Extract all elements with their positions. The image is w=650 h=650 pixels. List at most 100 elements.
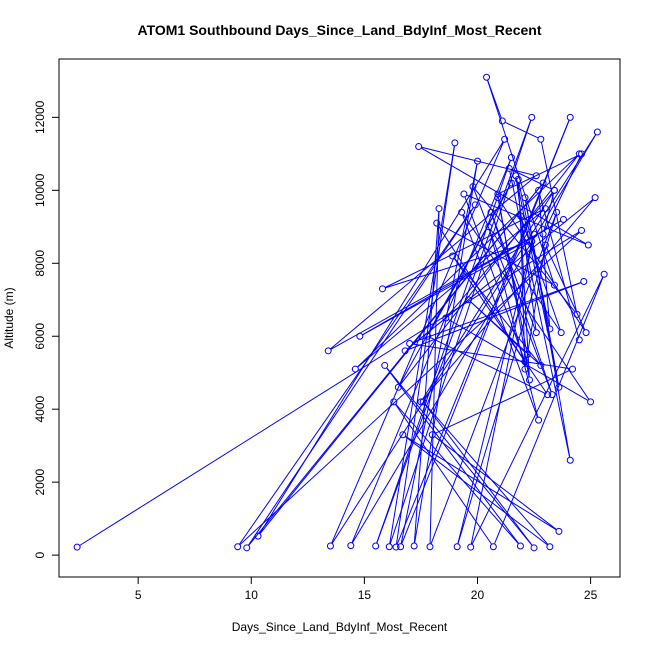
series-segment (399, 155, 578, 386)
y-tick-label: 10000 (33, 173, 47, 207)
data-point (555, 383, 563, 391)
data-point (578, 226, 586, 234)
data-point (582, 329, 590, 337)
series-segment (524, 247, 546, 367)
series-segment (439, 224, 552, 285)
y-tick-label: 0 (33, 551, 47, 558)
data-point (483, 73, 491, 81)
x-tick-label: 20 (471, 588, 485, 602)
data-point (575, 336, 583, 344)
series-segment (331, 141, 504, 544)
data-point (392, 543, 400, 551)
data-point (471, 201, 479, 209)
data-point (347, 542, 355, 550)
data-point (537, 135, 545, 143)
data-point (415, 143, 423, 151)
series-segment (500, 154, 580, 194)
data-point (526, 376, 534, 384)
data-point (494, 194, 502, 202)
series-segment (543, 193, 555, 232)
data-point (544, 391, 552, 399)
data-point (516, 212, 524, 220)
plot-frame (58, 58, 621, 578)
data-point (243, 544, 251, 552)
series-segment (357, 210, 544, 368)
data-point (521, 358, 529, 366)
data-point (424, 332, 432, 340)
y-axis-label: Altitude (m) (2, 287, 16, 348)
data-point (568, 365, 576, 373)
data-point (385, 543, 393, 551)
data-point (600, 270, 608, 278)
data-point (541, 205, 549, 213)
data-point (324, 347, 332, 355)
data-point (541, 241, 549, 249)
data-point (451, 139, 459, 147)
series-segment (473, 189, 552, 392)
data-point (507, 179, 515, 187)
data-point (469, 183, 477, 191)
data-point (426, 543, 434, 551)
y-tick-label: 2000 (33, 468, 47, 495)
series-segment (248, 207, 474, 546)
data-point (578, 150, 586, 158)
data-point (521, 365, 529, 373)
data-point (460, 190, 468, 198)
data-point (555, 527, 563, 535)
data-point (535, 416, 543, 424)
data-point (537, 361, 545, 369)
y-tick-label: 6000 (33, 323, 47, 350)
series-segment (330, 220, 562, 350)
data-point (406, 340, 414, 348)
data-point (593, 128, 601, 136)
data-point (587, 398, 595, 406)
series-points (73, 73, 608, 552)
series-segment (525, 200, 571, 458)
x-axis-label: Days_Since_Land_BdyInf_Most_Recent (232, 620, 448, 634)
data-point (428, 431, 436, 439)
series-segment (386, 367, 533, 546)
data-point (419, 398, 427, 406)
data-point (584, 241, 592, 249)
data-point (449, 252, 457, 260)
data-point (539, 230, 547, 238)
series-segment (493, 276, 604, 545)
data-point (394, 383, 402, 391)
series-segment (424, 403, 549, 545)
series-segment (351, 160, 511, 544)
series-segment (405, 435, 557, 531)
data-point (553, 208, 561, 216)
series-segment (538, 193, 579, 338)
data-point (530, 230, 538, 238)
series-segment (331, 134, 597, 544)
y-tick-label: 8000 (33, 250, 47, 277)
y-axis: 0 2000 4000 6000 8000 10000 12000 (33, 100, 59, 558)
data-point (557, 329, 565, 337)
series-segment (434, 436, 557, 530)
data-point (381, 361, 389, 369)
data-point (372, 542, 380, 550)
data-point (501, 135, 509, 143)
series-segment (543, 156, 581, 232)
data-point (532, 172, 540, 180)
data-point (234, 543, 242, 551)
data-point (573, 310, 581, 318)
data-point (550, 281, 558, 289)
data-point (535, 186, 543, 194)
data-point (530, 544, 538, 552)
series-segment (448, 319, 589, 401)
data-point (546, 325, 554, 333)
series-segment (518, 182, 550, 327)
data-point (566, 456, 574, 464)
data-point (546, 543, 554, 551)
series-segment (430, 337, 546, 394)
data-point (550, 186, 558, 194)
data-point (591, 194, 599, 202)
series-segment (400, 163, 478, 544)
series-segment (79, 231, 580, 546)
data-point (473, 157, 481, 165)
data-point (528, 113, 536, 121)
series-segment (464, 196, 525, 360)
